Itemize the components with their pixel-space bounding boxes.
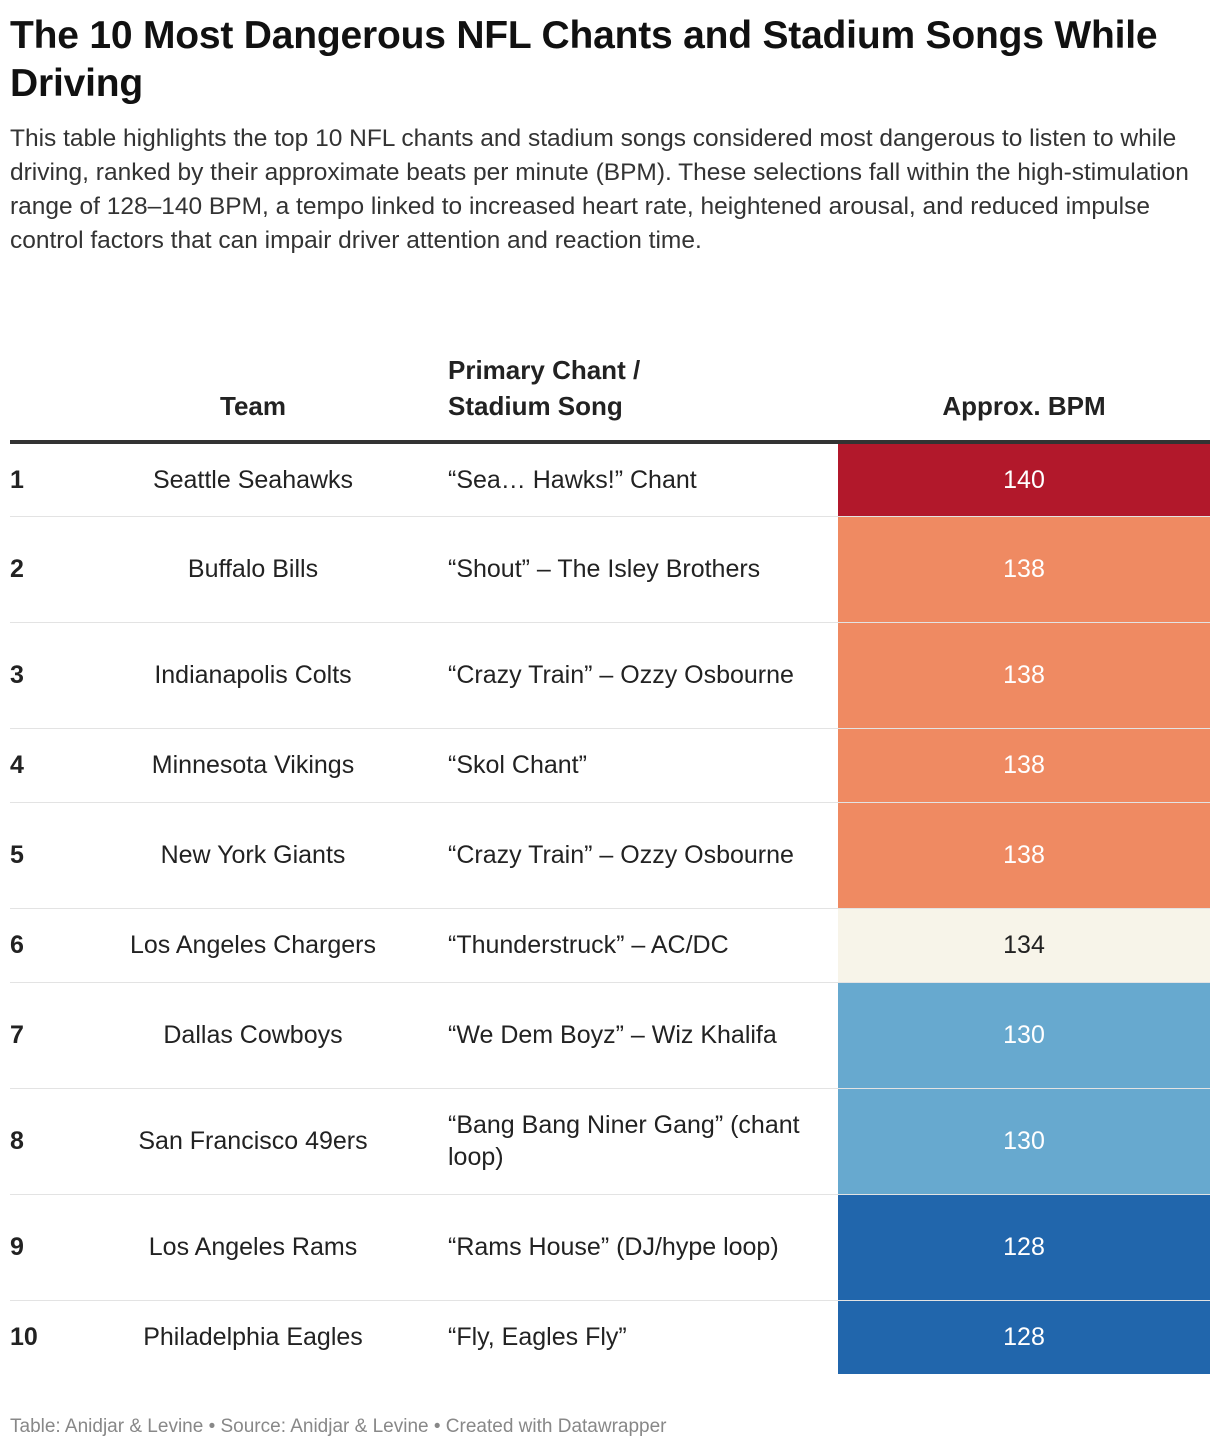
team-cell: Dallas Cowboys (58, 981, 448, 1088)
rank-cell: 8 (10, 1087, 58, 1194)
bpm-cell: 130 (838, 981, 1210, 1088)
team-cell: Los Angeles Rams (58, 1193, 448, 1300)
team-cell: Indianapolis Colts (58, 621, 448, 728)
rank-cell: 7 (10, 981, 58, 1088)
song-cell: “Skol Chant” (448, 727, 838, 802)
rank-cell: 6 (10, 907, 58, 982)
chart-description: This table highlights the top 10 NFL cha… (10, 125, 1189, 254)
table-row: 2 Buffalo Bills “Shout” – The Isley Brothe… (10, 515, 1210, 622)
header-row: Team Primary Chant / Stadium Song Approx… (10, 352, 1210, 444)
bpm-cell: 140 (838, 442, 1210, 516)
song-cell: “Fly, Eagles Fly” (448, 1299, 838, 1374)
bpm-cell: 128 (838, 1193, 1210, 1300)
table-body: 1 Seattle Seahawks “Sea… Hawks!” Chant 140 2… (10, 442, 1210, 1374)
table-row: 5 New York Giants “Crazy Train” – Ozzy Osb… (10, 801, 1210, 908)
table-row: 7 Dallas Cowboys “We Dem Boyz” – Wiz Khali… (10, 981, 1210, 1088)
bpm-cell: 134 (838, 907, 1210, 982)
team-cell: Philadelphia Eagles (58, 1299, 448, 1374)
bpm-table: Team Primary Chant / Stadium Song Approx… (10, 352, 1210, 1374)
table-row: 6 Los Angeles Chargers “Thunderstruck” – A… (10, 907, 1210, 982)
rank-cell: 5 (10, 801, 58, 908)
bpm-header: Approx. BPM (838, 352, 1210, 444)
chart-header: The 10 Most Dangerous NFL Chants and Sta… (10, 0, 1210, 258)
chart-footer: Table: Anidjar & Levine • Source: Anidja… (10, 1416, 667, 1437)
bpm-cell: 130 (838, 1087, 1210, 1194)
team-cell: Los Angeles Chargers (58, 907, 448, 982)
rank-cell: 4 (10, 727, 58, 802)
rank-cell: 2 (10, 515, 58, 622)
team-cell: New York Giants (58, 801, 448, 908)
team-cell: Minnesota Vikings (58, 727, 448, 802)
rank-header (10, 352, 58, 444)
song-cell: “Crazy Train” – Ozzy Osbourne (448, 801, 838, 908)
bpm-cell: 138 (838, 727, 1210, 802)
team-cell: Seattle Seahawks (152, 465, 354, 494)
table-header: Team Primary Chant / Stadium Song Approx… (10, 352, 1210, 444)
song-header: Primary Chant / Stadium Song (448, 352, 838, 444)
bpm-cell: 138 (838, 621, 1210, 728)
team-cell: Buffalo Bills (58, 515, 448, 622)
bpm-cell: 138 (838, 515, 1210, 622)
song-cell: “Bang Bang Niner Gang” (chant loop) (448, 1087, 838, 1194)
table-row: 8 San Francisco 49ers “Bang Bang Niner Gan… (10, 1087, 1210, 1194)
chart-title: The 10 Most Dangerous NFL Chants and Sta… (10, 14, 1158, 105)
table-row: 9 Los Angeles Rams “Rams House” (DJ/hype l… (10, 1193, 1210, 1300)
rank-cell: 3 (10, 621, 58, 728)
rank-cell: 1 (10, 465, 24, 494)
team-cell: San Francisco 49ers (58, 1087, 448, 1194)
bpm-cell: 138 (838, 801, 1210, 908)
table-row: 4 Minnesota Vikings “Skol Chant” 138 (10, 727, 1210, 802)
song-cell: “Thunderstruck” – AC/DC (448, 907, 838, 982)
song-header-label: Primary Chant / Stadium Song (448, 355, 641, 421)
table-row: 10 Philadelphia Eagles “Fly, Eagles Fly” 12… (10, 1299, 1210, 1374)
song-cell: “Rams House” (DJ/hype loop) (448, 1193, 838, 1300)
song-cell: “Shout” – The Isley Brothers (448, 515, 838, 622)
table-row: 1 Seattle Seahawks “Sea… Hawks!” Chant 140 (10, 442, 1210, 516)
bpm-cell: 128 (838, 1299, 1210, 1374)
team-header: Team (58, 352, 448, 444)
table-row: 3 Indianapolis Colts “Crazy Train” – Ozzy … (10, 621, 1210, 728)
song-cell: “Sea… Hawks!” Chant (448, 465, 697, 494)
rank-cell: 10 (10, 1299, 58, 1374)
song-cell: “Crazy Train” – Ozzy Osbourne (448, 621, 838, 728)
rank-cell: 9 (10, 1193, 58, 1300)
song-cell: “We Dem Boyz” – Wiz Khalifa (448, 981, 838, 1088)
